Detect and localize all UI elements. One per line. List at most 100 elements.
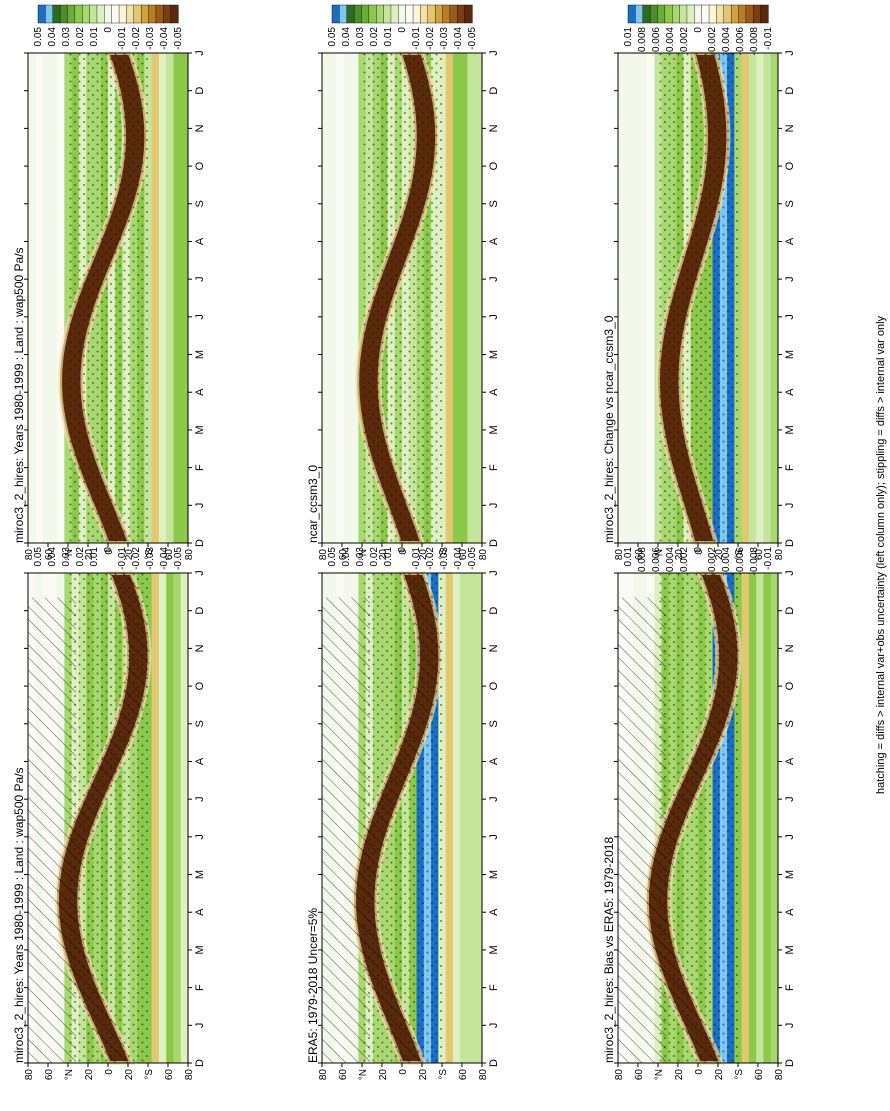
x-tick-label: O [784,681,796,690]
panel-title: miroc3_2_hires: Years 1980-1999 : Land :… [12,247,26,543]
y-tick-label: °N [654,549,665,560]
x-tick-label: J [784,796,796,802]
x-tick-label: J [784,314,796,320]
colorbar: 0.01 0.008 0.006 0.004 0.002 0 -0.002 -0.004 -0.… [623,4,774,56]
x-tick-label: A [784,908,796,916]
colorbar-tick-label: 0.05 [33,547,44,567]
colorbar-tick-label: 0.03 [355,547,366,567]
y-tick-label: 80 [318,549,329,561]
colorbar-tick-label: -0.03 [439,547,450,570]
x-tick-label: M [488,945,500,954]
colorbar-tick-label: -0.04 [453,27,464,50]
x-tick-label: M [488,425,500,434]
x-tick-label: D [784,539,796,547]
x-tick-label: J [194,570,206,576]
x-tick-label: M [194,870,206,879]
y-tick-label: °N [64,549,75,560]
colorbar-tick-label: 0.006 [651,27,662,52]
colorbar-tick-label: -0.002 [707,27,718,56]
x-tick-label: A [784,757,796,765]
x-tick-label: D [784,87,796,95]
x-tick-label: F [784,464,796,471]
y-tick-label: 60 [634,549,645,561]
panel-title: ncar_ccsm3_0 [306,465,320,543]
heatmap-area [28,51,189,545]
colorbar-tick-label: 0 [397,27,408,33]
chart-panel-3: ERA5: 1979-2018 Uncer=5% D J F M A M J J A S O N D J 80… [306,524,500,1081]
panel-title: miroc3_2_hires: Change vs ncar_ccsm3_0 [602,315,616,543]
x-tick-label: O [194,681,206,690]
heatmap-area [618,51,779,545]
colorbar-tick-label: 0.002 [679,547,690,572]
y-tick-label: 20 [714,1069,725,1081]
x-tick-label: J [488,796,500,802]
hatching [618,597,666,1063]
y-tick-label: 80 [774,1069,785,1081]
x-tick-label: A [784,237,796,245]
x-tick-label: M [784,350,796,359]
y-tick-label: 0 [398,549,409,555]
x-tick-label: M [194,350,206,359]
y-tick-label: 20 [378,1069,389,1081]
stippling [658,53,738,543]
colorbar-tick-label: -0.01 [117,27,128,50]
colorbar-tick-label: -0.006 [735,27,746,56]
colorbar-tick-label: 0.01 [89,547,100,567]
x-tick-label: A [488,908,500,916]
colorbar-tick-label: 0 [103,547,114,553]
y-tick-label: 80 [24,1069,35,1081]
x-tick-label: S [194,720,206,727]
colorbar-tick-label: 0.008 [637,547,648,572]
x-tick-label: S [194,200,206,207]
colorbar-tick-label: 0.02 [75,27,86,47]
x-tick-label: D [784,607,796,615]
x-tick-label: M [194,945,206,954]
y-tick-label: 0 [694,549,705,555]
x-tick-label: A [488,237,500,245]
y-tick-label: 20 [124,549,135,561]
x-tick-label: O [194,161,206,170]
panel-title: miroc3_2_hires: Years 1980-1999 : Land :… [12,767,26,1063]
chart-panel-5: miroc3_2_hires: Bias vs ERA5: 1979-2018 D… [602,524,796,1081]
colorbar-tick-label: -0.008 [749,27,760,56]
y-tick-label: °S [144,549,155,560]
panels-group: miroc3_2_hires: Years 1980-1999 : Land :… [12,4,796,1081]
y-tick-label: 80 [24,549,35,561]
x-tick-label: M [488,870,500,879]
y-tick-label: 80 [478,1069,489,1081]
y-tick-label: 60 [338,1069,349,1081]
colorbar-tick-label: 0.01 [89,27,100,47]
colorbar-tick-label: 0.002 [679,27,690,52]
colorbar-tick-label: 0.02 [369,27,380,47]
colorbar-tick-label: 0.01 [383,27,394,47]
x-tick-label: D [488,87,500,95]
colorbar-tick-label: -0.05 [173,547,184,570]
x-tick-label: D [194,607,206,615]
stippling [362,53,442,543]
y-tick-label: 20 [418,1069,429,1081]
colorbar-tick-label: 0.004 [665,27,676,52]
y-tick-label: 60 [458,549,469,561]
chart-panel-1: miroc3_2_hires: Years 1980-1999 : Land :… [12,524,206,1081]
y-tick-label: °S [438,549,449,560]
x-tick-label: J [488,50,500,56]
x-tick-label: J [784,570,796,576]
x-tick-label: J [784,50,796,56]
y-tick-label: 0 [104,1069,115,1075]
x-tick-label: D [784,1059,796,1067]
y-tick-label: °N [358,1069,369,1080]
x-tick-label: F [488,984,500,991]
x-tick-label: A [488,757,500,765]
x-tick-label: J [194,50,206,56]
colorbar-tick-label: -0.03 [145,27,156,50]
y-tick-label: °N [654,1069,665,1080]
colorbar-tick-label: -0.01 [763,27,774,50]
y-tick-label: 60 [44,549,55,561]
colorbar-tick-label: 0.006 [651,547,662,572]
y-tick-label: 60 [634,1069,645,1081]
x-tick-label: M [784,870,796,879]
colorbar-tick-label: 0.02 [75,547,86,567]
panel-title: miroc3_2_hires: Bias vs ERA5: 1979-2018 [602,837,616,1063]
y-tick-label: 80 [614,1069,625,1081]
